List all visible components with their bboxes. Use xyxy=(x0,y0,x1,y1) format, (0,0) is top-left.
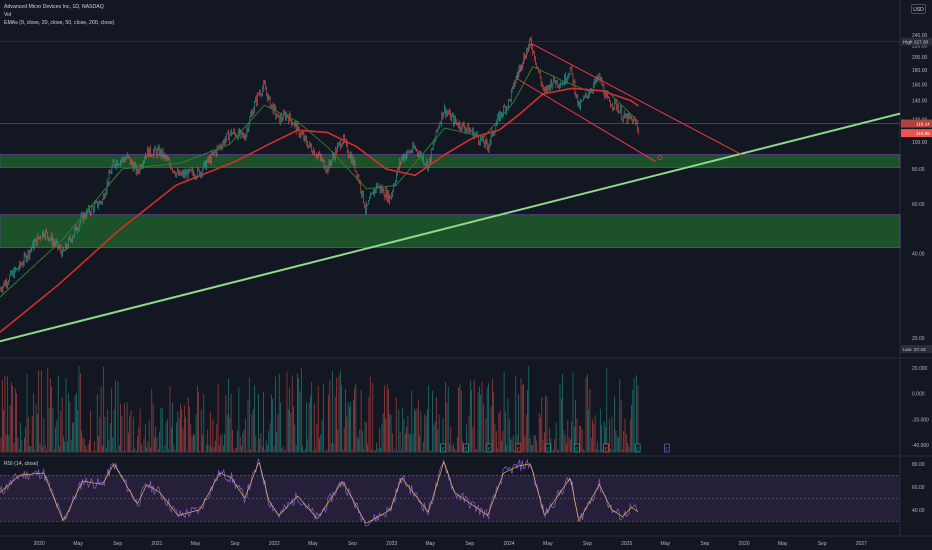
oscillator-axis-tick: 20.000 xyxy=(912,366,928,372)
currency-button[interactable]: USD xyxy=(911,4,926,14)
ema-50-line xyxy=(0,66,639,298)
time-axis-tick: 2026 xyxy=(738,541,749,547)
channel-end-marker xyxy=(657,154,663,160)
time-axis-tick: Sep xyxy=(348,541,357,547)
prev-close-box xyxy=(901,119,932,128)
rsi-axis-tick: 40.00 xyxy=(912,508,925,514)
rsi-axis-tick: 60.00 xyxy=(912,485,925,491)
earnings-marker xyxy=(573,443,580,453)
last-price-box xyxy=(901,129,932,138)
earnings-marker xyxy=(603,443,609,453)
price-axis-tick: 220.00 xyxy=(912,44,928,50)
volume-indicator-label[interactable]: Vol xyxy=(4,12,12,18)
high-label-box xyxy=(901,37,932,46)
ascending-trendline xyxy=(0,112,901,343)
low-label: Low xyxy=(903,347,912,352)
time-axis-tick: May xyxy=(191,541,201,547)
high-value: 227.30 xyxy=(914,40,928,45)
price-axis-tick: 60.00 xyxy=(912,202,925,208)
symbol-title: Advanced Micro Devices Inc, 1D, NASDAQ xyxy=(4,4,104,10)
price-axis-tick: 20.00 xyxy=(912,336,925,342)
time-axis-tick: 2027 xyxy=(856,541,867,547)
earnings-marker-label: E xyxy=(575,447,578,452)
price-axis-tick: 40.00 xyxy=(912,252,925,258)
ema-200-line xyxy=(0,87,640,333)
rsi-indicator-label[interactable]: RSI (14, close) xyxy=(4,461,39,467)
price-axis-tick: 160.00 xyxy=(912,82,928,88)
earnings-marker xyxy=(486,443,493,453)
oscillator-axis-tick: -20.000 xyxy=(912,417,929,423)
time-axis-tick: Sep xyxy=(465,541,474,547)
time-axis-tick: May xyxy=(425,541,435,547)
earnings-marker-label: E xyxy=(605,447,608,452)
time-axis-tick: 2023 xyxy=(386,541,397,547)
price-axis-tick: 180.00 xyxy=(912,68,928,74)
support-zone-2 xyxy=(0,214,901,248)
earnings-marker-label: E xyxy=(636,447,639,452)
time-axis-tick: Sep xyxy=(231,541,240,547)
oscillator-bars xyxy=(0,365,639,453)
earnings-marker-label: E xyxy=(665,447,668,452)
time-axis-tick: Sep xyxy=(700,541,709,547)
oscillator-axis-tick: -40.000 xyxy=(912,443,929,449)
price-axis-tick: 240.00 xyxy=(912,33,928,39)
support-zone-1 xyxy=(0,154,901,168)
time-axis-tick: Sep xyxy=(818,541,827,547)
earnings-marker-label: E xyxy=(488,447,491,452)
price-axis-tick: 200.00 xyxy=(912,55,928,61)
low-label-box xyxy=(901,345,932,353)
earnings-marker xyxy=(634,443,641,453)
channel-upper-line xyxy=(530,42,743,156)
earnings-marker-label: E xyxy=(442,447,445,452)
price-axis-tick: 100.00 xyxy=(912,140,928,146)
prev-close-value: 116.14 xyxy=(916,122,930,127)
time-axis-tick: 2021 xyxy=(151,541,162,547)
time-axis-tick: 2022 xyxy=(269,541,280,547)
price-axis-tick: 80.00 xyxy=(912,167,925,173)
earnings-marker xyxy=(515,443,522,453)
time-axis-tick: May xyxy=(543,541,553,547)
time-axis-tick: May xyxy=(661,541,671,547)
channel-connector xyxy=(516,43,532,79)
earnings-marker xyxy=(545,443,551,453)
time-axis-tick: Sep xyxy=(583,541,592,547)
time-axis-tick: 2024 xyxy=(503,541,514,547)
rsi-axis-tick: 80.00 xyxy=(912,462,925,468)
channel-lower-line xyxy=(516,78,656,163)
earnings-marker-label: E xyxy=(546,447,549,452)
earnings-marker-label: E xyxy=(517,447,520,452)
time-axis-tick: May xyxy=(778,541,788,547)
oscillator-axis-tick: 0.000 xyxy=(912,392,925,398)
high-label: High xyxy=(903,40,913,45)
time-axis-tick: Sep xyxy=(113,541,122,547)
time-axis-tick: May xyxy=(308,541,318,547)
earnings-marker xyxy=(664,443,670,453)
price-axis-tick: 140.00 xyxy=(912,99,928,105)
earnings-marker-label: E xyxy=(464,447,467,452)
earnings-marker xyxy=(440,443,446,453)
low-value: 27.43 xyxy=(914,347,926,352)
ema-indicator-label[interactable]: EMAs (9, close, 20, close, 50, close, 20… xyxy=(4,20,115,26)
last-price-value: 110.05 xyxy=(916,131,930,136)
time-axis-tick: May xyxy=(73,541,83,547)
time-axis-tick: 2020 xyxy=(34,541,45,547)
earnings-marker xyxy=(463,443,469,453)
rsi-ma-line xyxy=(0,461,639,524)
time-axis-tick: 2025 xyxy=(621,541,632,547)
